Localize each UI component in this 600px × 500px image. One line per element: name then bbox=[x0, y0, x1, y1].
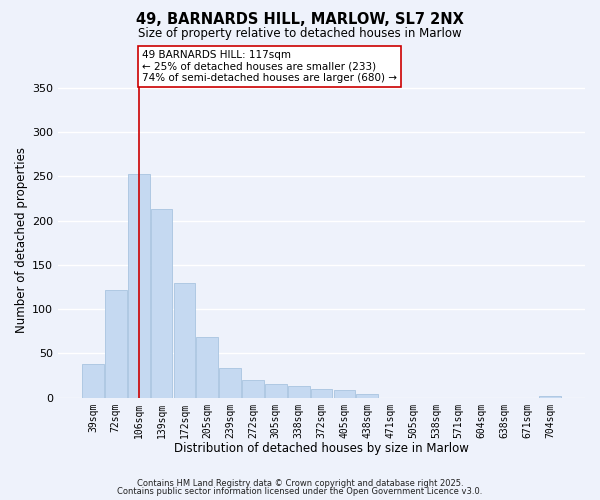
Bar bbox=[311, 389, 332, 398]
Y-axis label: Number of detached properties: Number of detached properties bbox=[15, 148, 28, 334]
Bar bbox=[173, 284, 195, 398]
Bar bbox=[288, 386, 310, 398]
Bar bbox=[82, 364, 104, 398]
Bar bbox=[356, 394, 378, 398]
Bar bbox=[539, 396, 561, 398]
X-axis label: Distribution of detached houses by size in Marlow: Distribution of detached houses by size … bbox=[174, 442, 469, 455]
Text: Contains HM Land Registry data © Crown copyright and database right 2025.: Contains HM Land Registry data © Crown c… bbox=[137, 478, 463, 488]
Bar bbox=[128, 174, 149, 398]
Bar bbox=[151, 209, 172, 398]
Text: Size of property relative to detached houses in Marlow: Size of property relative to detached ho… bbox=[138, 28, 462, 40]
Text: Contains public sector information licensed under the Open Government Licence v3: Contains public sector information licen… bbox=[118, 487, 482, 496]
Bar bbox=[105, 290, 127, 398]
Bar bbox=[196, 338, 218, 398]
Bar bbox=[219, 368, 241, 398]
Bar bbox=[334, 390, 355, 398]
Bar bbox=[265, 384, 287, 398]
Text: 49, BARNARDS HILL, MARLOW, SL7 2NX: 49, BARNARDS HILL, MARLOW, SL7 2NX bbox=[136, 12, 464, 28]
Text: 49 BARNARDS HILL: 117sqm
← 25% of detached houses are smaller (233)
74% of semi-: 49 BARNARDS HILL: 117sqm ← 25% of detach… bbox=[142, 50, 397, 83]
Bar bbox=[242, 380, 264, 398]
